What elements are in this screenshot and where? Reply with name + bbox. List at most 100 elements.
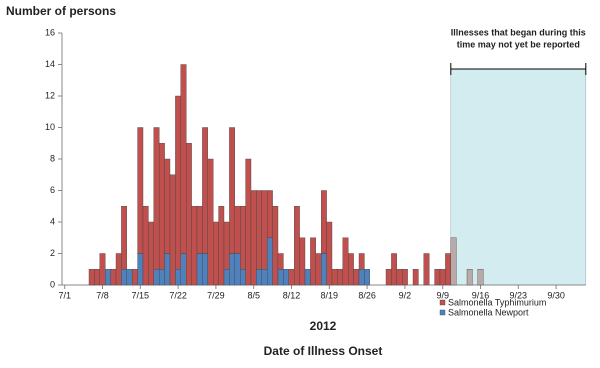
bar (445, 253, 451, 286)
bar (207, 158, 214, 286)
bar (196, 253, 203, 286)
y-tick-label: 16 (45, 27, 55, 37)
bar (261, 190, 268, 270)
bar (164, 158, 171, 254)
bar (223, 269, 230, 286)
bar (299, 237, 306, 286)
bar (450, 237, 457, 286)
y-tick-label: 0 (50, 279, 55, 289)
bar (196, 206, 203, 254)
chart-title: Date of Illness Onset (264, 344, 383, 358)
x-tick-label: 9/16 (472, 290, 490, 300)
bar (121, 269, 128, 286)
bar (126, 269, 133, 286)
bar (169, 174, 176, 286)
bar (348, 253, 354, 286)
y-tick-label: 8 (50, 153, 55, 163)
x-tick-label: 7/8 (96, 290, 109, 300)
bar (99, 253, 106, 286)
y-axis-label: Number of persons (6, 4, 116, 18)
x-tick-label: 7/22 (169, 290, 187, 300)
legend-label: Salmonella Typhimurium (448, 297, 546, 307)
bar (353, 269, 360, 286)
bar (223, 221, 230, 270)
x-axis-label: 2012 (310, 319, 337, 333)
bar (272, 206, 279, 286)
bar (158, 269, 165, 286)
y-tick-label: 12 (45, 90, 55, 100)
legend-label: Salmonella Newport (448, 307, 529, 317)
x-tick-label: 8/12 (283, 290, 301, 300)
bar (137, 253, 144, 286)
y-tick-label: 14 (45, 59, 55, 69)
bar (229, 253, 235, 286)
bar (185, 143, 192, 286)
x-tick-label: 9/9 (436, 290, 449, 300)
bar (142, 206, 149, 286)
bar (250, 190, 257, 286)
bar (148, 221, 154, 286)
bar (256, 190, 262, 270)
x-tick-label: 9/2 (399, 290, 412, 300)
annotation: Illnesses that began during this (451, 27, 586, 37)
bar (277, 269, 284, 286)
bar (331, 269, 338, 286)
bar (110, 269, 117, 286)
bar (358, 253, 365, 270)
bar (239, 206, 246, 270)
y-tick-label: 2 (50, 248, 55, 258)
x-tick-label: 8/26 (358, 290, 376, 300)
y-tick-label: 4 (50, 216, 55, 226)
bar (283, 269, 289, 286)
bar (321, 253, 327, 286)
bar (391, 253, 397, 286)
bar (245, 158, 252, 286)
bar (131, 269, 138, 286)
bar (121, 206, 128, 270)
bar (104, 269, 111, 286)
legend-swatch (439, 309, 446, 316)
bar (439, 269, 446, 286)
x-tick-label: 7/29 (207, 290, 225, 300)
y-tick-label: 10 (45, 122, 55, 132)
bar (364, 269, 370, 286)
bar (477, 269, 484, 286)
bar (423, 253, 430, 286)
bar (288, 269, 295, 286)
bar (153, 269, 160, 286)
bar (402, 269, 408, 286)
bar (212, 221, 219, 286)
bar (137, 127, 144, 254)
unreported-region (450, 68, 587, 286)
legend-swatch (439, 299, 446, 306)
y-tick-label: 6 (50, 185, 55, 195)
bar (267, 190, 273, 238)
bar (88, 269, 95, 286)
bar (180, 64, 187, 254)
bar (202, 253, 208, 286)
x-tick-label: 8/19 (321, 290, 339, 300)
x-tick-label: 9/23 (510, 290, 528, 300)
bar (256, 269, 262, 286)
bar (234, 206, 241, 254)
bar (310, 237, 316, 286)
bar (202, 127, 208, 254)
x-tick-label: 9/30 (547, 290, 565, 300)
bar (321, 190, 327, 254)
bar (267, 237, 273, 286)
bar (412, 269, 419, 286)
bar (164, 253, 171, 286)
x-tick-label: 7/1 (58, 290, 71, 300)
bar (277, 253, 284, 270)
x-tick-label: 7/15 (132, 290, 150, 300)
bar (304, 269, 311, 286)
bar (337, 269, 343, 286)
bar (434, 269, 441, 286)
bar (153, 127, 160, 270)
x-tick-label: 8/5 (247, 290, 260, 300)
bar (94, 269, 101, 286)
bar (315, 253, 322, 286)
bar (234, 253, 241, 286)
